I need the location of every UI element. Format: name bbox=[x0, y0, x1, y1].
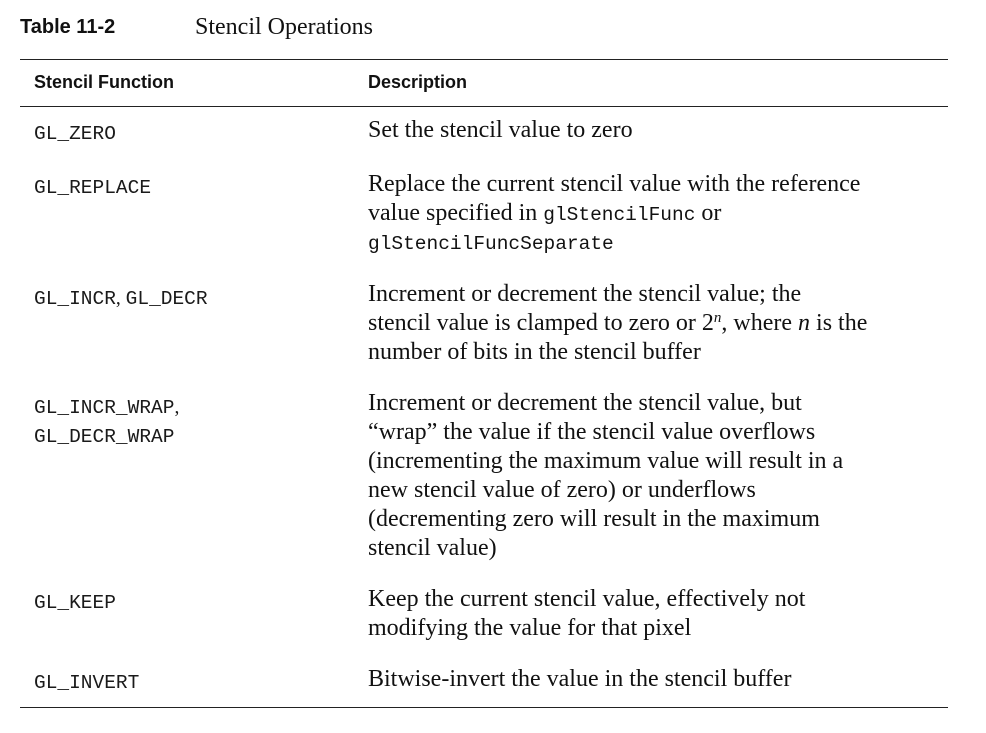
description-text: Bitwise-invert the value in the stencil … bbox=[368, 666, 792, 692]
exponent: n bbox=[713, 309, 722, 326]
description-cell: Increment or decrement the stencil value… bbox=[368, 389, 948, 563]
description-line: Increment or decrement the stencil value… bbox=[368, 390, 802, 416]
description-fragment: is the bbox=[810, 310, 868, 336]
description-line: Keep the current stencil value, effectiv… bbox=[368, 586, 806, 612]
description-cell: Replace the current stencil value with t… bbox=[368, 170, 948, 259]
description-fragment: stencil value is clamped to zero or 2 bbox=[368, 310, 714, 336]
description-line: new stencil value of zero) or underflows bbox=[368, 477, 756, 503]
header-description: Description bbox=[368, 72, 468, 92]
stencil-function-name: GL_DECR bbox=[125, 288, 208, 310]
description-line: (incrementing the maximum value will res… bbox=[368, 448, 844, 474]
description-line: modifying the value for that pixel bbox=[368, 615, 692, 641]
stencil-function-cell: GL_KEEP bbox=[34, 589, 354, 618]
description-line: Replace the current stencil value with t… bbox=[368, 171, 861, 197]
function-separator: , bbox=[174, 397, 180, 418]
description-line: (decrementing zero will result in the ma… bbox=[368, 506, 820, 532]
description-cell: Set the stencil value to zero bbox=[368, 116, 948, 145]
stencil-function-name: GL_INVERT bbox=[34, 672, 140, 694]
variable-n: n bbox=[798, 310, 811, 336]
code-term: glStencilFunc bbox=[543, 204, 696, 226]
description-cell: Bitwise-invert the value in the stencil … bbox=[368, 665, 948, 694]
description-fragment: value specified in bbox=[368, 200, 544, 226]
stencil-function-name: GL_INCR bbox=[34, 288, 116, 310]
description-fragment: , where bbox=[721, 310, 799, 336]
description-cell: Increment or decrement the stencil value… bbox=[368, 280, 948, 367]
stencil-function-name: GL_INCR_WRAP bbox=[34, 397, 175, 419]
stencil-function-cell: GL_INVERT bbox=[34, 669, 354, 698]
stencil-function-name: GL_DECR_WRAP bbox=[34, 426, 175, 448]
stencil-function-name: GL_REPLACE bbox=[34, 177, 152, 199]
stencil-function-cell: GL_ZERO bbox=[34, 120, 354, 149]
description-line: stencil value) bbox=[368, 535, 497, 561]
description-cell: Keep the current stencil value, effectiv… bbox=[368, 585, 948, 643]
stencil-function-name: GL_ZERO bbox=[34, 123, 116, 145]
description-line: value specified in glStencilFunc or bbox=[368, 199, 948, 230]
header-stencil-function: Stencil Function bbox=[34, 72, 175, 92]
table-bottom-rule bbox=[20, 707, 948, 708]
description-line: “wrap” the value if the stencil value ov… bbox=[368, 419, 816, 445]
function-separator: , bbox=[115, 288, 126, 309]
stencil-function-line: GL_INCR_WRAP, bbox=[34, 393, 354, 423]
stencil-function-cell: GL_INCR, GL_DECR bbox=[34, 284, 354, 314]
table-top-rule bbox=[20, 59, 948, 60]
stencil-function-cell: GL_INCR_WRAP, GL_DECR_WRAP bbox=[34, 393, 354, 452]
stencil-function-name: GL_KEEP bbox=[34, 592, 116, 614]
description-text: Set the stencil value to zero bbox=[368, 117, 633, 143]
description-line: number of bits in the stencil buffer bbox=[368, 339, 701, 365]
table-header-rule bbox=[20, 106, 948, 107]
code-term: glStencilFuncSeparate bbox=[368, 233, 614, 255]
description-line: stencil value is clamped to zero or 2n, … bbox=[368, 309, 948, 338]
description-line: Increment or decrement the stencil value… bbox=[368, 281, 802, 307]
table-title: Stencil Operations bbox=[195, 14, 373, 40]
description-fragment: or bbox=[695, 200, 722, 226]
table-number: Table 11-2 bbox=[20, 16, 116, 38]
stencil-function-cell: GL_REPLACE bbox=[34, 174, 354, 203]
